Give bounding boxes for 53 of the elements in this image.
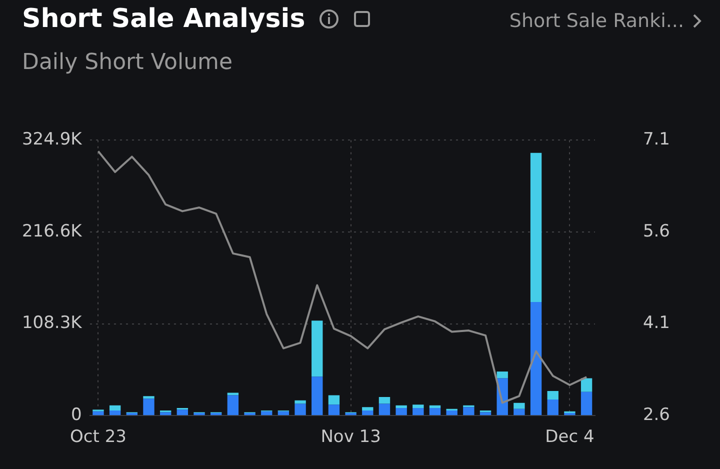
bar [261,411,272,416]
y2-tick-label: 7.1 [642,130,670,150]
bar [463,407,474,416]
bar [429,408,441,416]
bar [429,405,441,408]
y-tick-label: 0 [70,405,82,426]
bar [92,411,104,416]
bar [396,408,407,416]
bar [496,372,508,378]
y-tick-label: 108.3K [22,313,83,334]
bar [378,404,390,416]
chart-subtitle: Daily Short Volume [22,50,233,75]
y-tick-label: 324.9K [22,130,83,150]
bar [109,405,121,411]
bar [109,410,121,416]
bar [160,412,172,416]
bar [514,402,525,409]
bar [530,302,542,416]
bar [312,320,323,377]
bar [294,404,306,416]
y-tick-label: 216.6K [22,221,83,242]
x-tick-label: Dec 4 [545,427,594,448]
text: Short Sale Ranki... [509,10,684,32]
bar [412,404,424,408]
bar [480,412,492,416]
bar [227,392,239,396]
bar [176,410,188,416]
bar [278,411,290,416]
bar [227,395,239,416]
x-tick-label: Oct 23 [70,427,126,448]
bar [396,405,407,408]
x-tick-label: Nov 13 [320,427,381,448]
y2-tick-label: 5.6 [642,221,670,242]
bar [362,407,374,411]
bar [312,376,323,416]
bar [580,392,592,416]
bar [547,399,558,416]
bar [328,395,340,405]
bar [530,152,542,302]
bar [328,404,340,416]
chart-title: Short Sale Analysis [22,4,306,34]
bar [446,410,458,416]
bar [514,408,525,416]
y2-tick-label: 2.6 [642,405,670,426]
bar [378,396,390,404]
bar [412,408,424,416]
bar [362,410,374,416]
y2-tick-label: 4.1 [642,313,670,334]
bar [547,391,558,400]
bar [143,396,154,399]
bar [294,400,306,404]
bar [143,398,154,416]
bar [580,378,592,392]
